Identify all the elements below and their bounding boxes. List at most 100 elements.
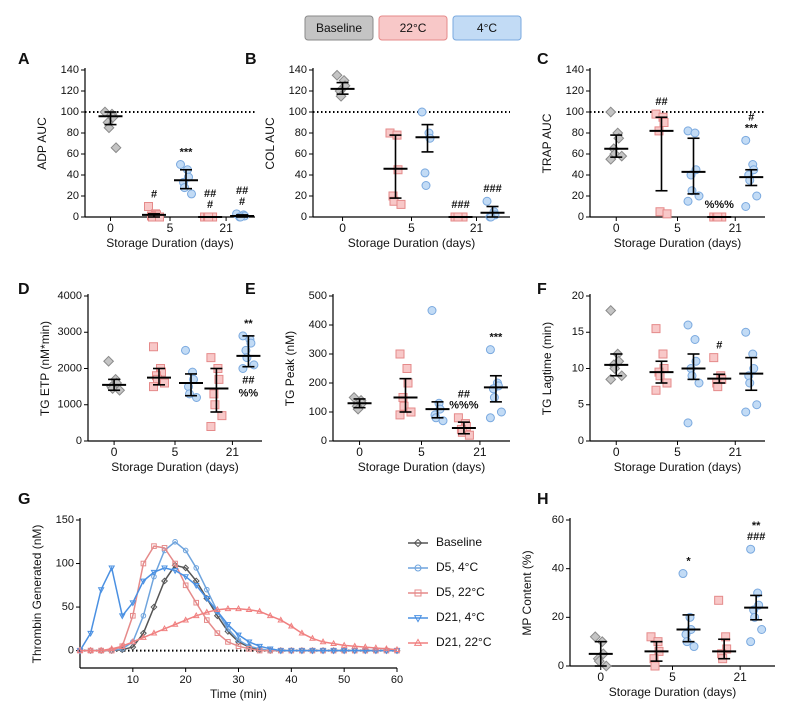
series-marker bbox=[340, 641, 348, 648]
series-marker bbox=[298, 648, 306, 655]
series-marker bbox=[319, 648, 327, 655]
series-marker bbox=[129, 638, 137, 645]
y-tick-label: 0 bbox=[558, 660, 564, 672]
y-tick-label: 140 bbox=[61, 64, 79, 76]
series-marker bbox=[203, 596, 211, 603]
data-point bbox=[605, 304, 617, 317]
y-tick-label: 40 bbox=[67, 169, 79, 181]
x-axis-label: Storage Duration (days) bbox=[348, 236, 475, 250]
series-marker bbox=[139, 629, 147, 637]
y-tick-label: 0 bbox=[578, 211, 584, 223]
series-marker bbox=[203, 608, 211, 615]
y-axis-label: TG Lagtime (min) bbox=[540, 322, 554, 415]
data-point bbox=[683, 320, 693, 330]
x-tick-label: 21 bbox=[729, 221, 743, 235]
significance: *** bbox=[489, 332, 503, 344]
data-point bbox=[396, 199, 406, 209]
series-marker bbox=[140, 578, 147, 585]
legend-label: D21, 22°C bbox=[436, 635, 492, 649]
series-marker bbox=[130, 612, 136, 619]
data-point bbox=[238, 364, 248, 373]
series-marker bbox=[235, 605, 242, 612]
series-marker bbox=[97, 587, 105, 594]
series-marker bbox=[182, 616, 190, 623]
significance: %%% bbox=[705, 199, 735, 211]
panel-letter: D bbox=[18, 281, 30, 298]
y-tick-label: 140 bbox=[566, 64, 584, 76]
data-point bbox=[745, 378, 755, 388]
x-tick-label: 10 bbox=[127, 674, 139, 686]
data-point bbox=[496, 407, 506, 417]
series-marker bbox=[140, 612, 147, 619]
data-point bbox=[103, 355, 115, 367]
data-point bbox=[609, 362, 621, 375]
data-point bbox=[662, 209, 672, 219]
panel-letter: C bbox=[537, 51, 549, 68]
y-tick-label: 100 bbox=[309, 406, 327, 418]
series-marker bbox=[287, 622, 295, 629]
significance: ** bbox=[752, 520, 761, 532]
significance: %% bbox=[239, 388, 259, 400]
series-marker bbox=[171, 568, 179, 575]
legend-swatch bbox=[378, 15, 448, 41]
series-marker bbox=[277, 616, 285, 623]
x-tick-label: 5 bbox=[674, 221, 681, 235]
series-marker bbox=[245, 639, 253, 646]
x-tick-label: 21 bbox=[729, 445, 743, 459]
series-marker bbox=[340, 648, 348, 655]
y-tick-label: 120 bbox=[566, 85, 584, 97]
series-marker bbox=[351, 648, 359, 655]
legend-swatch bbox=[452, 15, 522, 41]
series-marker bbox=[182, 564, 190, 572]
series-marker bbox=[150, 629, 158, 636]
y-axis-label: ADP AUC bbox=[35, 117, 49, 170]
data-point bbox=[393, 165, 403, 175]
data-point bbox=[713, 382, 723, 392]
series-marker bbox=[330, 648, 337, 655]
legend-marker bbox=[414, 564, 422, 572]
data-point bbox=[395, 410, 405, 420]
series-marker bbox=[245, 605, 253, 613]
panel-letter: A bbox=[18, 51, 30, 68]
y-tick-label: 0 bbox=[73, 211, 79, 223]
data-point bbox=[752, 400, 762, 410]
data-point bbox=[651, 385, 661, 395]
data-point bbox=[485, 345, 495, 355]
x-tick-label: 40 bbox=[285, 674, 297, 686]
data-point bbox=[757, 625, 767, 634]
legend-marker bbox=[414, 589, 422, 597]
data-point bbox=[650, 661, 660, 671]
x-axis-label: Storage Duration (days) bbox=[111, 460, 238, 474]
y-tick-label: 20 bbox=[572, 290, 584, 302]
significance: *** bbox=[180, 146, 194, 158]
significance: ### bbox=[483, 183, 501, 195]
series-marker bbox=[330, 639, 337, 646]
data-point bbox=[485, 413, 495, 423]
data-point bbox=[176, 160, 185, 169]
y-tick-label: 120 bbox=[289, 85, 307, 97]
data-point bbox=[438, 416, 448, 426]
x-tick-label: 60 bbox=[391, 674, 403, 686]
x-axis-label: Time (min) bbox=[210, 687, 267, 701]
legend-label: D5, 22°C bbox=[436, 585, 485, 599]
data-point bbox=[144, 202, 153, 211]
data-point bbox=[690, 335, 700, 344]
x-tick-label: 21 bbox=[219, 221, 233, 235]
x-tick-label: 5 bbox=[167, 221, 174, 235]
data-point bbox=[192, 393, 201, 402]
data-point bbox=[217, 411, 227, 421]
y-tick-label: 3000 bbox=[58, 326, 82, 338]
series-marker bbox=[140, 633, 147, 640]
series-marker bbox=[309, 634, 316, 641]
y-tick-label: 60 bbox=[295, 148, 307, 160]
legend-label: Baseline bbox=[316, 21, 362, 35]
data-point bbox=[752, 191, 762, 201]
x-axis-label: Storage Duration (days) bbox=[106, 236, 233, 250]
significance: * bbox=[686, 555, 691, 567]
series-marker bbox=[193, 599, 200, 606]
x-tick-label: 30 bbox=[232, 674, 244, 686]
series-marker bbox=[108, 565, 116, 572]
series-marker bbox=[309, 648, 316, 655]
data-point bbox=[605, 373, 617, 385]
x-axis-label: Storage Duration (days) bbox=[358, 460, 485, 474]
